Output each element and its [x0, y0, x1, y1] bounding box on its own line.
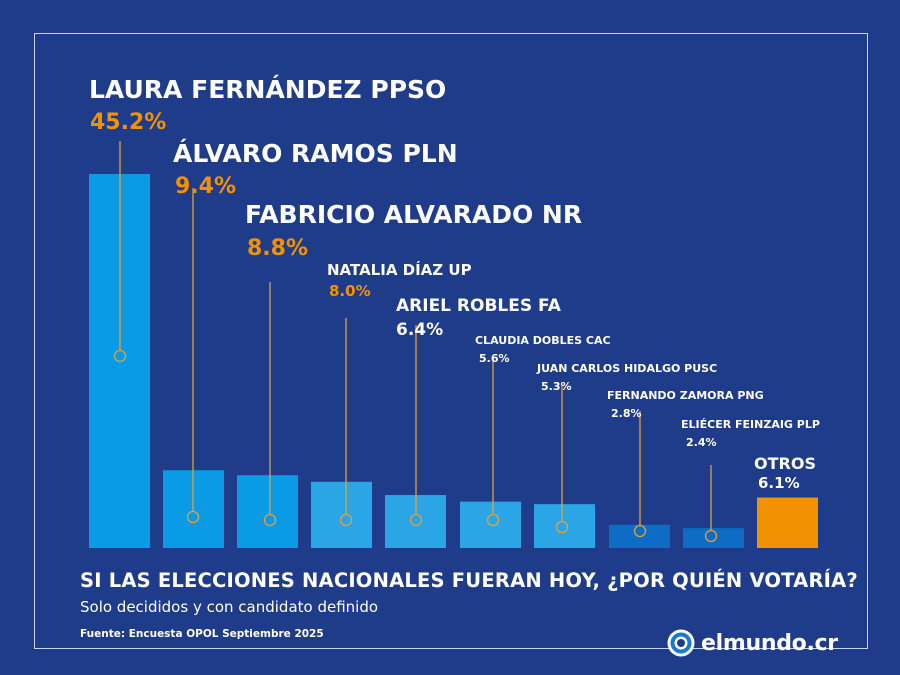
value-label: 5.6% [479, 352, 510, 365]
value-label: 8.8% [247, 236, 308, 261]
connector-dot [555, 520, 569, 534]
connector-dot [339, 513, 353, 527]
candidate-label: ARIEL ROBLES FA [396, 296, 562, 316]
value-label: 6.4% [396, 320, 443, 340]
connector-dot [186, 510, 200, 524]
value-label: 45.2% [90, 110, 166, 135]
candidate-label: CLAUDIA DOBLES CAC [475, 334, 611, 347]
candidate-label: NATALIA DÍAZ UP [327, 260, 472, 279]
bar-4 [311, 481, 372, 548]
connector-dot [486, 513, 500, 527]
bar-3 [237, 475, 298, 548]
chart-title: SI LAS ELECCIONES NACIONALES FUERAN HOY,… [80, 569, 858, 592]
source-note: Fuente: Encuesta OPOL Septiembre 2025 [80, 628, 324, 640]
chart-subtitle: Solo decididos y con candidato definido [80, 598, 379, 616]
candidate-label: LAURA FERNÁNDEZ PPSO [89, 75, 446, 104]
connector-dot [633, 524, 647, 538]
value-label: 9.4% [175, 174, 236, 199]
candidate-label: OTROS [754, 454, 816, 473]
bar-10 [757, 497, 818, 548]
brand-logo[interactable]: elmundo.cr [666, 627, 838, 659]
connector-dot [263, 513, 277, 527]
value-label: 2.4% [686, 436, 717, 449]
eye-logo-icon [667, 629, 695, 657]
connector-dot [113, 349, 127, 363]
candidate-label: JUAN CARLOS HIDALGO PUSC [536, 362, 717, 375]
brand-name: elmundo.cr [701, 630, 838, 656]
candidate-label: FERNANDO ZAMORA PNG [607, 389, 764, 402]
bar-9 [683, 528, 744, 548]
value-label: 2.8% [611, 407, 642, 420]
bar-7 [534, 504, 595, 548]
candidate-label: FABRICIO ALVARADO NR [245, 200, 582, 229]
value-label: 6.1% [758, 474, 800, 492]
value-label: 8.0% [329, 282, 371, 300]
connector-dot [704, 529, 718, 543]
connector-dot [409, 513, 423, 527]
value-label: 5.3% [541, 380, 572, 393]
candidate-label: ELIÉCER FEINZAIG PLP [681, 418, 820, 431]
candidate-label: ÁLVARO RAMOS PLN [173, 139, 458, 168]
chart-frame [34, 33, 868, 649]
